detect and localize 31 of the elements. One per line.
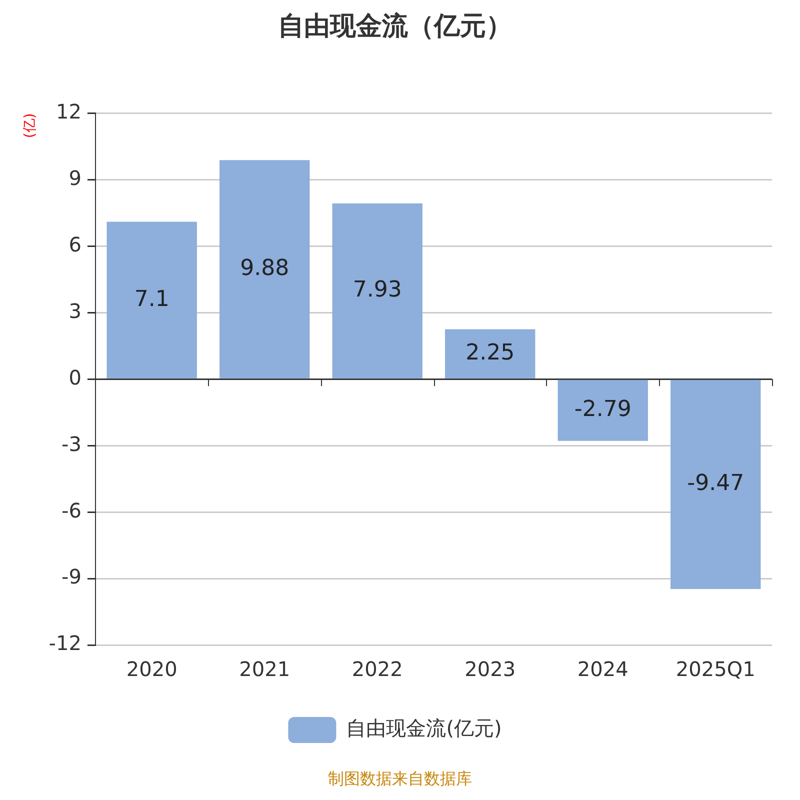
legend-label: 自由现金流(亿元) (346, 716, 502, 740)
x-tick-label: 2023 (464, 657, 516, 682)
bar (670, 380, 761, 589)
bar (219, 160, 310, 378)
y-tick-label: 9 (68, 166, 82, 190)
bar (558, 380, 648, 441)
y-tick-label: -9 (62, 564, 82, 589)
y-tick-label: 12 (56, 99, 82, 124)
data-label: 2.25 (466, 340, 515, 366)
y-tick-label: 3 (68, 298, 82, 323)
y-tick-label: -6 (62, 498, 82, 522)
x-tick-label: 2024 (577, 657, 628, 682)
y-tick-label: -3 (62, 432, 82, 456)
text: 制图数据来自数据库 (327, 769, 473, 790)
y-tick-label: 6 (68, 232, 82, 256)
data-label: 7.93 (352, 278, 402, 303)
x-tick-label: 2022 (352, 657, 403, 682)
x-tick-label: 2025Q1 (676, 657, 756, 682)
y-tick-label: 0 (68, 365, 82, 390)
x-tick-label: 2020 (126, 657, 178, 682)
y-tick-label: -12 (48, 631, 82, 656)
y-axis-title: (亿) (22, 113, 38, 138)
x-tick-label: 2021 (239, 657, 290, 682)
bar (332, 203, 422, 378)
data-label: 9.88 (240, 256, 290, 281)
data-label: -9.47 (687, 471, 744, 496)
data-label: -2.79 (574, 397, 632, 422)
bar (445, 329, 536, 378)
bar (106, 222, 197, 378)
data-label: 7.1 (134, 286, 170, 312)
chart-title: 自由现金流（亿元） (278, 11, 512, 42)
